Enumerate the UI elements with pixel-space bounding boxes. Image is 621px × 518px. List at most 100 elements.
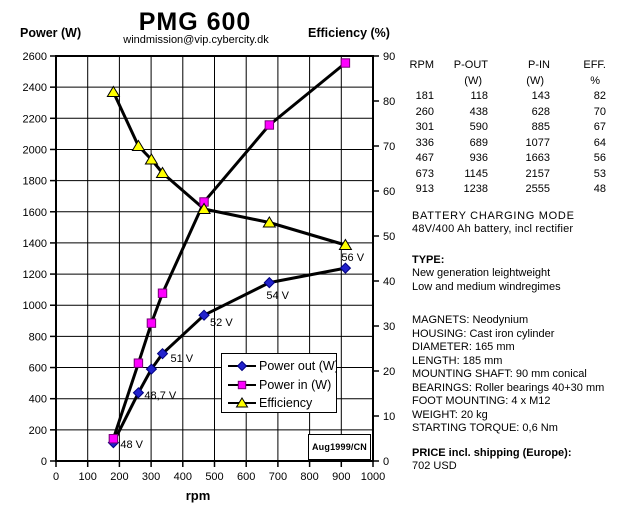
table-cell: 467 (415, 152, 434, 164)
price-block: PRICE incl. shipping (Europe): 702 USD (412, 447, 621, 474)
right-axis-tick-label: 0 (383, 456, 389, 468)
x-axis-tick-label: 700 (269, 471, 287, 483)
table-cell: 70 (593, 105, 606, 118)
table-cell: 673 (415, 167, 434, 180)
right-axis-tick-label: 30 (383, 321, 395, 333)
power-in-marker (108, 434, 119, 444)
table-cell (408, 74, 434, 90)
x-axis-title: rpm (185, 488, 211, 503)
power-out-marker (145, 363, 158, 375)
table-cell: 82 (593, 90, 606, 102)
right-axis-tick-label: 70 (383, 141, 395, 153)
table-cell: 1077 (525, 136, 550, 149)
table-cell: 64 (593, 136, 606, 149)
table-cell: 67 (593, 121, 606, 133)
x-axis-tick-label: 500 (205, 471, 223, 483)
right-axis-tick-label: 60 (383, 186, 395, 198)
voltage-annotation: 52 V (210, 317, 233, 330)
efficiency-marker (262, 216, 277, 228)
table-units-row: (W) (W)% (408, 74, 606, 90)
table-cell: 1145 (464, 167, 488, 180)
contact-email: windmission@vip.cybercity.dk (123, 34, 269, 46)
power-in-marker (157, 288, 168, 298)
x-axis-tick-label: 900 (332, 471, 350, 483)
right-axis-title: Efficiency (%) (308, 26, 390, 40)
power-out-marker (132, 387, 145, 399)
left-axis-tick-label: 1200 (23, 269, 47, 281)
chart-legend: Power out (W) Power in (W) Efficiency (221, 353, 337, 413)
voltage-annotation: 56 V (341, 252, 365, 265)
voltage-annotation: 51 V (170, 352, 194, 365)
table-row: 181 118 143 82 (408, 89, 606, 105)
x-axis-tick-label: 800 (300, 471, 318, 483)
table-cell: 1663 (525, 152, 550, 164)
table-row: 301 590 885 67 (408, 120, 606, 136)
left-axis-tick-label: 0 (41, 456, 47, 468)
table-cell: 260 (415, 105, 434, 118)
battery-mode-title: BATTERY CHARGING MODE (412, 209, 575, 222)
right-axis-tick-label: 80 (383, 96, 395, 108)
table-cell: 56 (593, 152, 606, 164)
left-axis-tick-label: 600 (29, 363, 47, 375)
left-axis-tick-label: 400 (29, 394, 47, 406)
voltage-annotation: 48,7 V (144, 389, 177, 402)
price-value: 702 USD (412, 460, 457, 472)
type-heading: TYPE: (412, 253, 445, 266)
right-axis-tick-label: 90 (383, 51, 395, 63)
price-heading: PRICE incl. shipping (Europe): (412, 446, 572, 459)
legend-item-efficiency: Efficiency (227, 394, 336, 413)
spec-line: MOUNTING SHAFT: 90 mm conical (412, 368, 587, 380)
type-line: Low and medium windregimes (412, 280, 561, 293)
power-in-marker (133, 358, 144, 368)
voltage-annotation: 54 V (266, 289, 289, 302)
table-cell: RPM (409, 59, 434, 71)
left-axis-tick-label: 1400 (23, 238, 47, 250)
table-cell: 48 (593, 183, 606, 195)
table-cell: 885 (531, 121, 550, 133)
table-cell: 301 (415, 121, 434, 133)
table-cell: 1238 (463, 183, 488, 195)
x-axis-tick-label: 200 (110, 471, 128, 483)
table-cell: 590 (469, 121, 488, 133)
left-axis-tick-label: 800 (29, 331, 47, 343)
power-out-marker-icon (228, 361, 256, 372)
table-cell: 336 (415, 136, 434, 149)
right-axis-tick-label: 50 (383, 231, 395, 243)
efficiency-line (111, 90, 347, 247)
x-axis-tick-label: 600 (237, 471, 255, 483)
efficiency-marker (106, 85, 121, 97)
table-cell: % (590, 74, 600, 87)
right-axis-tick-label: 40 (383, 276, 395, 288)
spec-table: RPM P-OUT P-IN EFF. (W) (W)% 181 118 143 82 260 438… (408, 58, 606, 198)
table-row: 673 1145 2157 53 (408, 167, 606, 183)
table-row: 260 438 628 70 (408, 105, 606, 121)
table-cell: 2157 (525, 167, 550, 180)
right-axis-tick-label: 10 (383, 411, 395, 423)
spec-lines: MAGNETS: Neodynium HOUSING: Cast iron cyl… (412, 314, 621, 436)
legend-label: Power in (W) (259, 377, 332, 392)
spec-line: HOUSING: Cast iron cylinder (412, 327, 555, 340)
table-cell: (W) (464, 74, 482, 87)
left-axis-tick-label: 1800 (23, 176, 47, 188)
type-line: New generation leightweight (412, 267, 551, 279)
power-out-marker (198, 309, 210, 321)
efficiency-marker-icon (228, 397, 256, 408)
info-panel: RPM P-OUT P-IN EFF. (W) (W)% 181 118 143 82 260 438… (400, 0, 621, 518)
table-cell: EFF. (583, 59, 606, 71)
spec-line: MAGNETS: Neodynium (412, 314, 529, 326)
table-cell: 628 (531, 105, 550, 118)
table-header-row: RPM P-OUT P-IN EFF. (408, 58, 606, 74)
legend-label: Efficiency (259, 396, 313, 411)
spec-line: LENGTH: 185 mm (412, 354, 503, 367)
left-axis-tick-label: 200 (29, 425, 47, 437)
right-axis-tick-label: 20 (383, 366, 395, 378)
table-cell: P-OUT (453, 59, 488, 71)
spec-line: DIAMETER: 165 mm (412, 341, 515, 353)
left-axis-tick-label: 2400 (23, 82, 47, 94)
efficiency-marker (131, 139, 146, 151)
efficiency-marker (155, 166, 170, 178)
power-in-marker (340, 58, 351, 68)
left-axis-tick-label: 1000 (23, 300, 47, 312)
table-cell: 913 (415, 183, 434, 195)
efficiency-marker (338, 238, 353, 250)
